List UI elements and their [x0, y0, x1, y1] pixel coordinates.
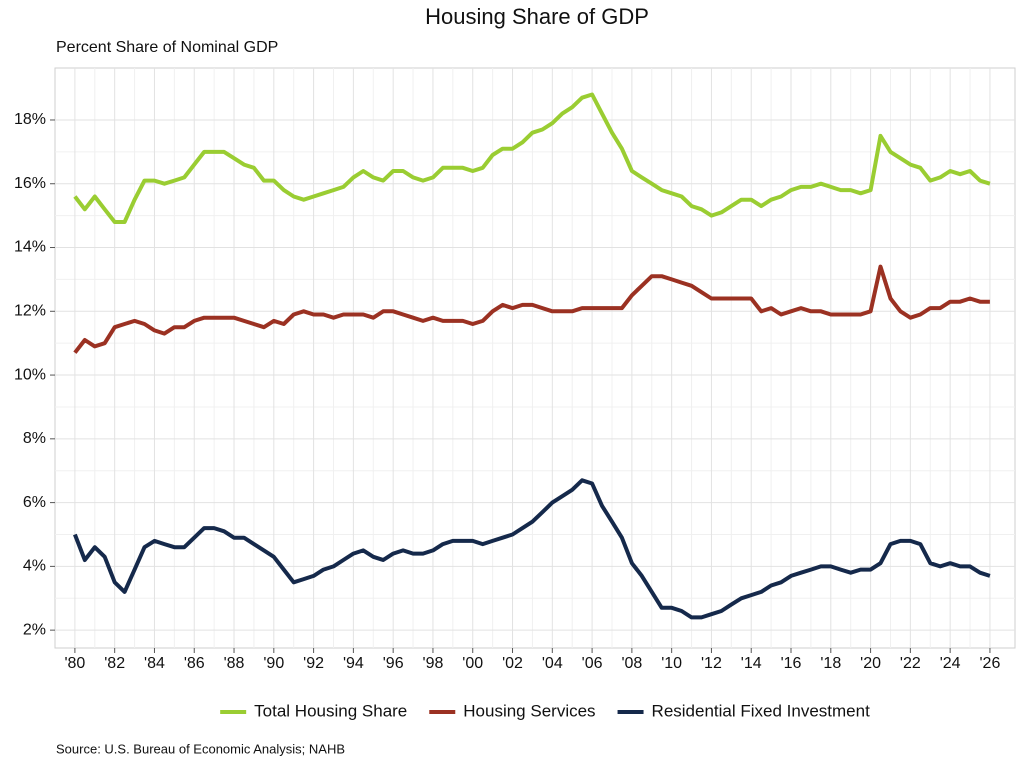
- chart-title: Housing Share of GDP: [425, 4, 649, 29]
- x-tick-label: '86: [184, 655, 205, 672]
- x-tick-label: '92: [303, 655, 324, 672]
- x-tick-label: '14: [741, 655, 762, 672]
- y-tick-label: 12%: [14, 303, 46, 320]
- x-tick-label: '18: [820, 655, 841, 672]
- x-tick-label: '84: [144, 655, 165, 672]
- x-tick-label: '22: [900, 655, 921, 672]
- x-tick-label: '24: [940, 655, 961, 672]
- x-tick-label: '20: [860, 655, 881, 672]
- data-line: [73, 478, 991, 620]
- y-tick-label: 16%: [14, 175, 46, 192]
- data-line: [73, 264, 990, 354]
- y-tick-label: 4%: [23, 558, 46, 575]
- y-tick-label: 8%: [23, 430, 46, 447]
- x-tick-label: '80: [64, 655, 85, 672]
- x-tick-label: '16: [781, 655, 802, 672]
- x-tick-label: '88: [224, 655, 245, 672]
- legend-label: Residential Fixed Investment: [652, 701, 871, 720]
- y-tick-label: 10%: [14, 366, 46, 383]
- source-note: Source: U.S. Bureau of Economic Analysis…: [56, 741, 345, 756]
- legend: Total Housing Share Housing Services Resid…: [220, 701, 870, 720]
- x-tick-label: '00: [462, 655, 483, 672]
- plot-area: [54, 67, 1016, 649]
- x-tick-label: '96: [383, 655, 404, 672]
- x-tick-label: '02: [502, 655, 523, 672]
- chart-subtitle: Percent Share of Nominal GDP: [56, 39, 278, 56]
- x-tick-label: '04: [542, 655, 563, 672]
- y-tick-label: 2%: [23, 621, 46, 638]
- legend-label: Total Housing Share: [254, 701, 407, 720]
- x-tick-label: '12: [701, 655, 722, 672]
- y-tick-label: 18%: [14, 111, 46, 128]
- x-tick-label: '26: [980, 655, 1001, 672]
- y-tick-label: 6%: [23, 494, 46, 511]
- data-line: [73, 92, 991, 224]
- x-tick-label: '08: [621, 655, 642, 672]
- x-tick-label: '90: [263, 655, 284, 672]
- y-tick-label: 14%: [14, 239, 46, 256]
- x-tick-label: '10: [661, 655, 682, 672]
- x-tick-label: '06: [582, 655, 603, 672]
- x-tick-label: '98: [423, 655, 444, 672]
- x-tick-label: '82: [104, 655, 125, 672]
- x-tick-label: '94: [343, 655, 364, 672]
- legend-label: Housing Services: [463, 701, 595, 720]
